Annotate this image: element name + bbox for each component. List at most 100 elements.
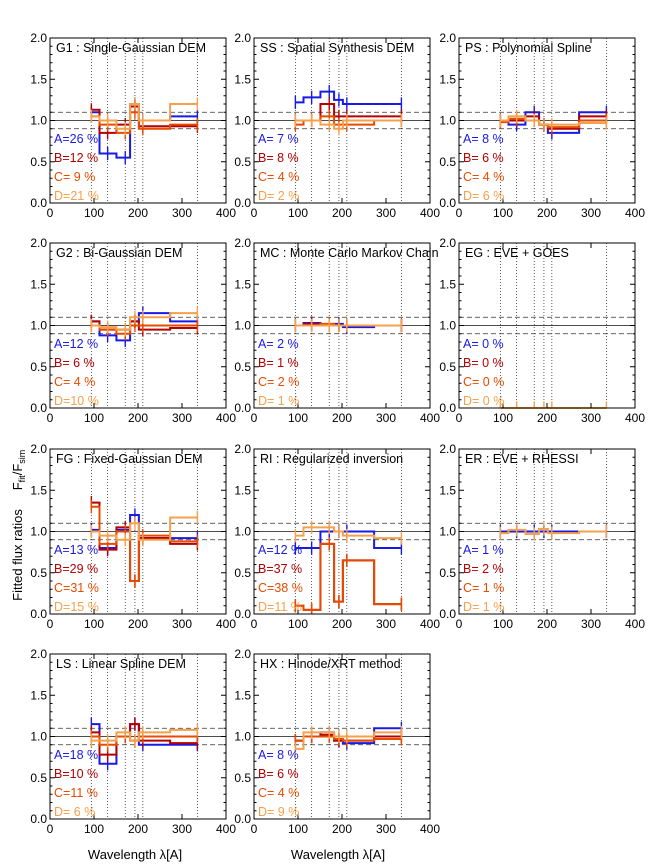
y-tick-label: 1.0 [30, 730, 47, 744]
panel-title: SS : Spatial Synthesis DEM [260, 41, 414, 55]
x-tick-label: 200 [332, 411, 352, 425]
y-tick-label: 0.0 [234, 196, 251, 210]
stat-D: D=10 % [54, 394, 99, 408]
y-tick-label: 0.0 [30, 812, 47, 826]
panel-ri: 0 100 200 300 400 0.0 0.5 1.0 1.5 2.0 RI : Regular… [234, 442, 440, 631]
series-D-line [295, 731, 402, 750]
x-tick-label: 200 [537, 206, 557, 220]
x-tick-label: 200 [128, 822, 148, 836]
x-tick-label: 400 [420, 822, 440, 836]
y-tick-label: 0.0 [30, 401, 47, 415]
y-sub-fit: fit [17, 475, 27, 483]
y-tick-label: 2.0 [234, 236, 251, 250]
stat-D: D= 1 % [463, 600, 504, 614]
stat-A: A=18 % [54, 748, 98, 762]
y-tick-label: 1.5 [30, 688, 47, 702]
x-tick-label: 200 [128, 206, 148, 220]
x-tick-label: 300 [172, 617, 192, 631]
panel-title: MC : Monte Carlo Markov Chain [260, 246, 439, 260]
y-tick-label: 2.0 [439, 31, 456, 45]
stat-A: A= 8 % [258, 748, 299, 762]
y-tick-label: 1.5 [234, 688, 251, 702]
x-tick-label: 100 [84, 822, 104, 836]
stat-B: B= 8 % [258, 151, 299, 165]
y-tick-label: 0.5 [234, 771, 251, 785]
y-tick-label: 1.0 [30, 319, 47, 333]
y-tick-label: 1.0 [234, 319, 251, 333]
x-tick-label: 300 [581, 411, 601, 425]
stat-D: D= 6 % [463, 189, 504, 203]
stat-B: B=29 % [54, 562, 98, 576]
y-tick-label: 0.0 [234, 812, 251, 826]
series-D-line [91, 728, 198, 742]
panel-title: G1 : Single-Gaussian DEM [56, 41, 206, 55]
y-tick-label: 0.5 [30, 360, 47, 374]
x-tick-label: 200 [332, 206, 352, 220]
x-tick-label: 400 [420, 411, 440, 425]
panel-hx: 0 100 200 300 400 0.0 0.5 1.0 1.5 2.0 HX : Hinode/… [234, 647, 440, 836]
stat-D: D=15 % [54, 600, 99, 614]
y-tick-label: 0.5 [30, 566, 47, 580]
x-tick-label: 300 [172, 822, 192, 836]
x-tick-label: 0 [47, 822, 54, 836]
y-tick-label: 0.0 [439, 196, 456, 210]
stat-C: C= 4 % [54, 375, 95, 389]
y-tick-label: 2.0 [30, 442, 47, 456]
series-D-line [295, 526, 402, 540]
y-tick-label: 2.0 [234, 442, 251, 456]
stat-C: C= 4 % [258, 786, 299, 800]
stat-B: B= 1 % [258, 356, 299, 370]
stat-D: D= 2 % [258, 189, 299, 203]
stat-A: A= 0 % [463, 337, 504, 351]
stat-A: A=13 % [54, 543, 98, 557]
y-tick-label: 1.5 [30, 72, 47, 86]
y-tick-label: 1.5 [439, 72, 456, 86]
x-tick-label: 400 [216, 411, 236, 425]
panel-title: EG : EVE + GOES [465, 246, 569, 260]
y-tick-label: 2.0 [30, 647, 47, 661]
y-tick-label: 0.5 [234, 566, 251, 580]
y-tick-label: 1.0 [30, 525, 47, 539]
panel-eg: 0 100 200 300 400 0.0 0.5 1.0 1.5 2.0 EG : EVE + G… [439, 236, 645, 425]
y-tick-label: 1.0 [439, 319, 456, 333]
x-tick-label: 400 [420, 206, 440, 220]
series-B-line [91, 723, 198, 756]
x-tick-label: 300 [376, 617, 396, 631]
panel-title: ER : EVE + RHESSI [465, 452, 579, 466]
y-tick-label: 2.0 [439, 236, 456, 250]
x-tick-label: 100 [493, 206, 513, 220]
stat-B: B=37 % [258, 562, 302, 576]
x-tick-label: 100 [84, 206, 104, 220]
x-tick-label: 300 [581, 206, 601, 220]
x-tick-label: 200 [128, 411, 148, 425]
stat-C: C= 4 % [258, 170, 299, 184]
y-tick-label: 1.0 [439, 525, 456, 539]
panel-title: FG : Fixed-Gaussian DEM [56, 452, 203, 466]
y-tick-label: 0.5 [30, 155, 47, 169]
series-A-line [295, 90, 402, 105]
stat-B: B= 6 % [463, 151, 504, 165]
y-tick-label: 0.5 [439, 155, 456, 169]
x-tick-label: 100 [288, 822, 308, 836]
y-tick-label: 1.5 [439, 277, 456, 291]
y-tick-label: 2.0 [234, 647, 251, 661]
x-tick-label: 100 [493, 617, 513, 631]
x-tick-label: 100 [288, 617, 308, 631]
y-tick-label: 0.5 [234, 155, 251, 169]
y-axis-label: Fitted flux ratios [10, 509, 25, 601]
stat-C: C= 2 % [258, 375, 299, 389]
x-tick-label: 0 [456, 206, 463, 220]
y-tick-label: 1.0 [439, 114, 456, 128]
x-tick-label: 200 [332, 822, 352, 836]
y-tick-label: 1.0 [234, 730, 251, 744]
y-tick-label: 2.0 [234, 31, 251, 45]
stat-C: C=38 % [258, 581, 303, 595]
y-tick-label: 0.5 [439, 566, 456, 580]
y-tick-label: 1.5 [234, 72, 251, 86]
y-sub-F: F [10, 482, 25, 490]
x-tick-label: 0 [47, 617, 54, 631]
stat-C: C= 9 % [54, 170, 95, 184]
y-tick-label: 0.5 [439, 360, 456, 374]
